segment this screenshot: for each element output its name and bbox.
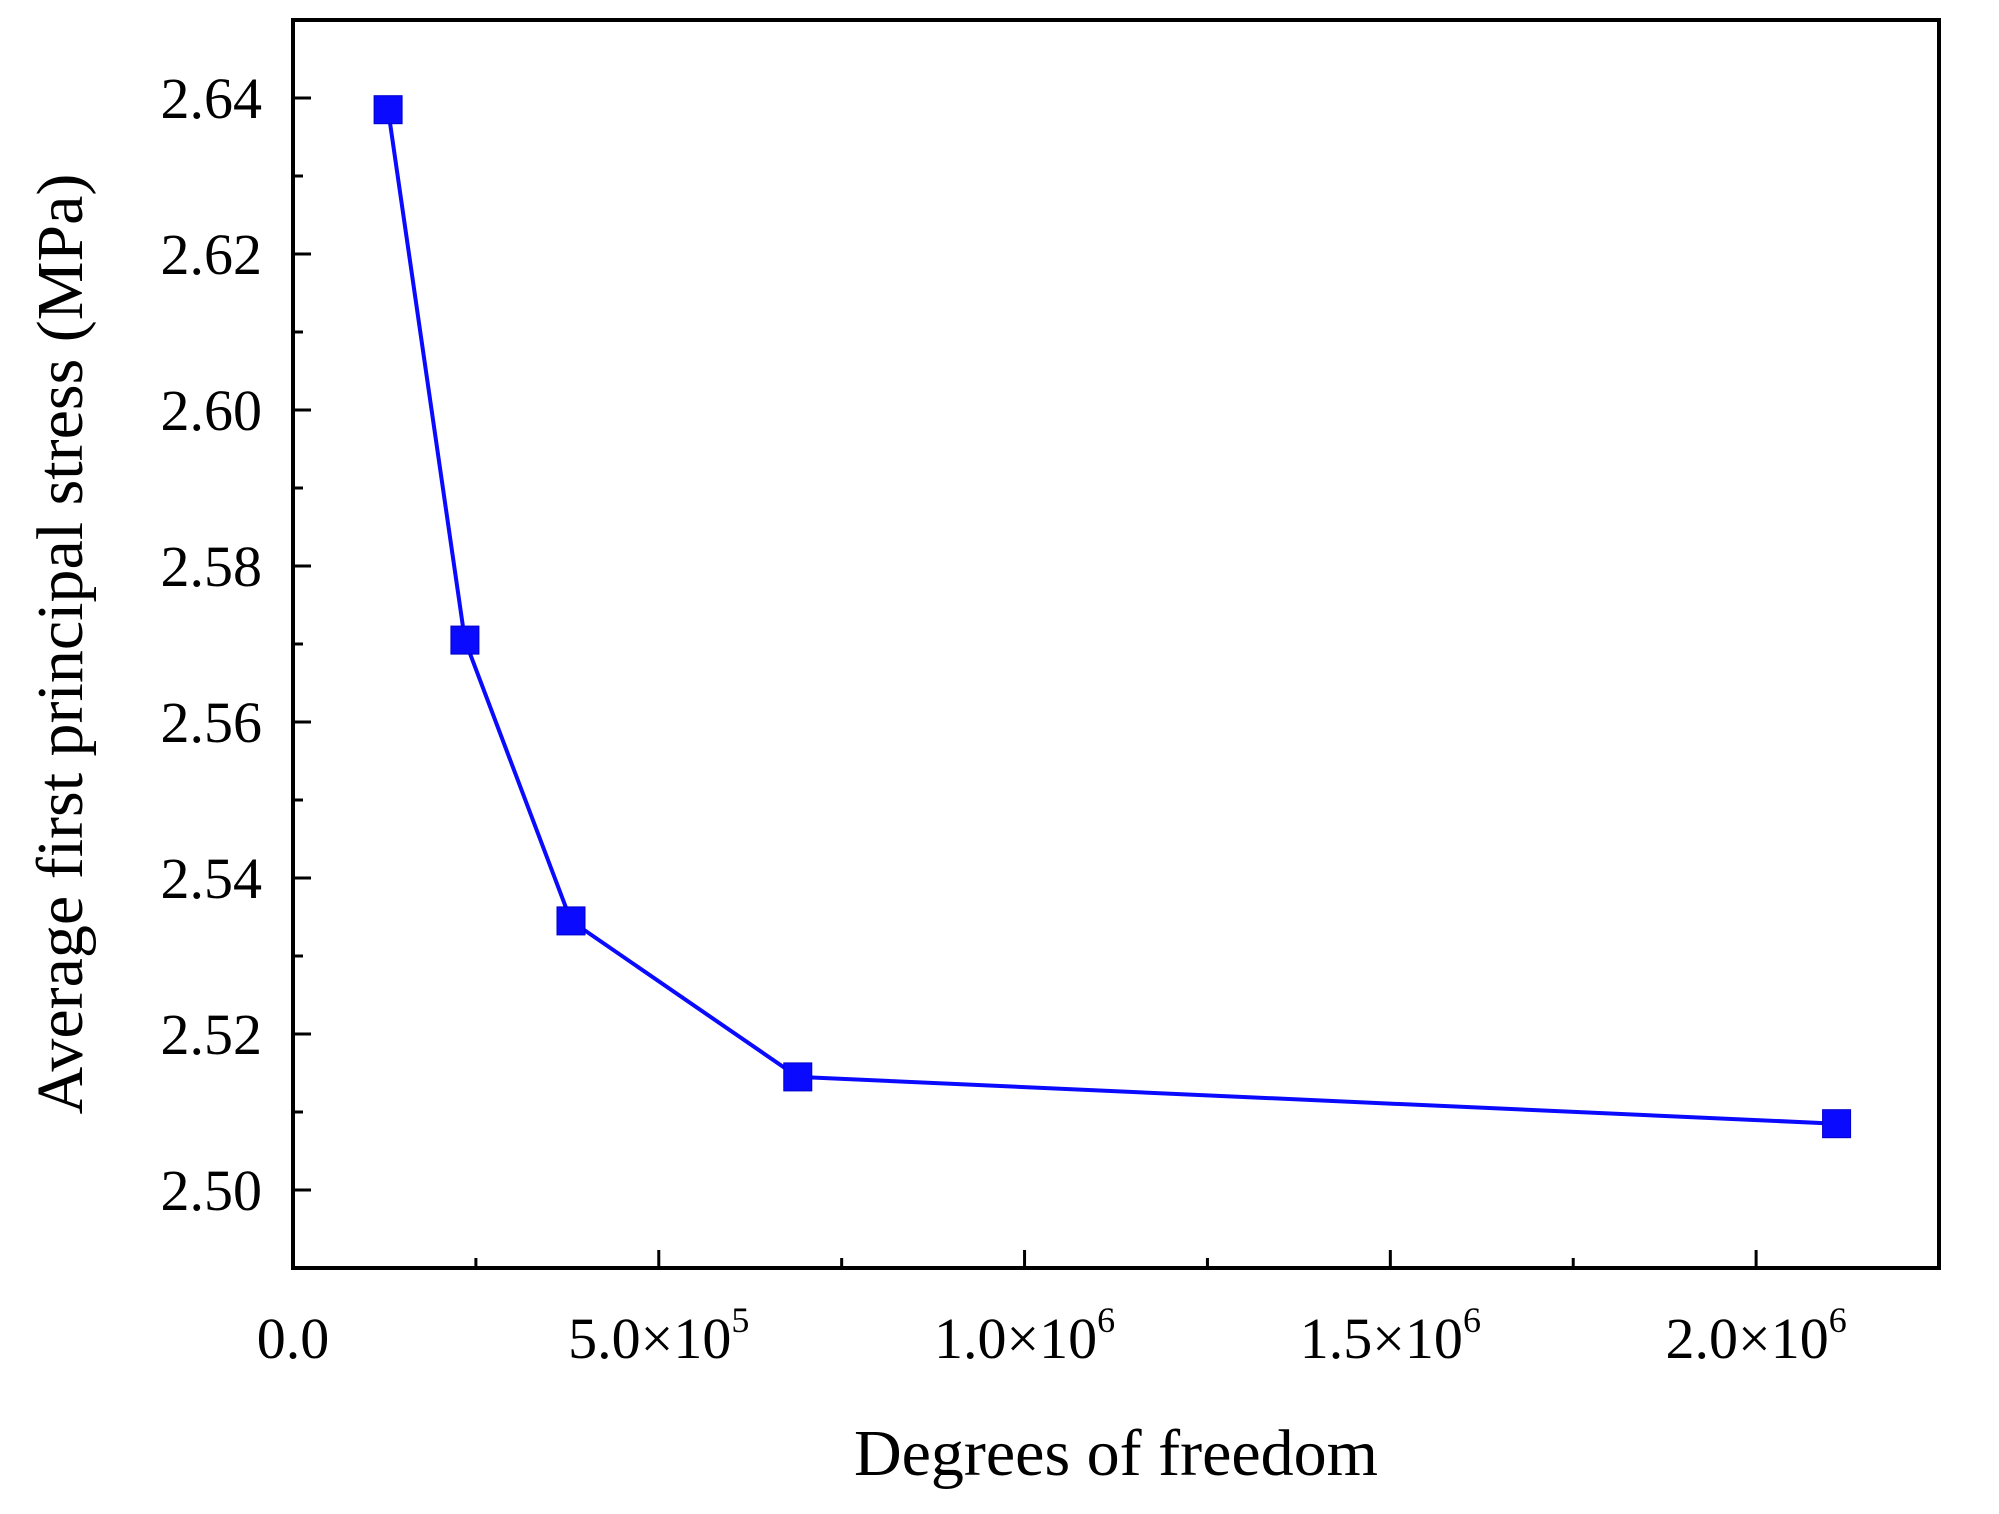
series-line: [386, 109, 1837, 1126]
x-axis-title: Degrees of freedom: [854, 1417, 1378, 1490]
x-tick-mantissa: 5.0×10: [568, 1306, 731, 1371]
data-point: [1822, 1109, 1852, 1139]
x-tick-mantissa: 2.0×10: [1666, 1306, 1829, 1371]
x-tick-exponent: 6: [1829, 1300, 1847, 1340]
x-tick-label: 2.0×106: [1666, 1300, 1847, 1371]
x-tick-mantissa: 1.5×10: [1300, 1306, 1463, 1371]
x-tick-label: 0.0: [257, 1306, 330, 1371]
y-tick-label: 2.62: [161, 222, 263, 287]
y-tick-label: 2.58: [161, 534, 263, 599]
y-axis-title: Average first principal stress (MPa): [24, 174, 97, 1115]
y-tick-label: 2.64: [161, 66, 263, 131]
x-tick-mantissa: 1.0×10: [934, 1306, 1097, 1371]
data-point: [556, 906, 586, 936]
x-tick-exponent: 6: [1463, 1300, 1481, 1340]
x-tick-mantissa: 0.0: [257, 1306, 330, 1371]
y-tick-label: 2.50: [161, 1158, 263, 1223]
y-tick-label: 2.56: [161, 690, 263, 755]
x-tick-label: 5.0×105: [568, 1300, 749, 1371]
x-tick-exponent: 6: [1097, 1300, 1115, 1340]
x-tick-label: 1.0×106: [934, 1300, 1115, 1371]
series-layer: [373, 95, 1852, 1139]
data-point: [783, 1062, 813, 1092]
y-tick-label: 2.52: [161, 1002, 263, 1067]
plot-frame: [291, 18, 1941, 1270]
x-ticks: 0.0 5.0×105 1.0×106 1.5×106 2.0×106: [257, 1250, 1941, 1371]
y-tick-label: 2.60: [161, 378, 263, 443]
data-point: [450, 625, 480, 655]
y-ticks: 2.50 2.52 2.54 2.56 2.58 2.60 2.62 2.64: [161, 18, 311, 1270]
data-point: [373, 95, 403, 125]
x-tick-label: 1.5×106: [1300, 1300, 1481, 1371]
y-tick-label: 2.54: [161, 846, 263, 911]
x-tick-exponent: 5: [731, 1300, 749, 1340]
